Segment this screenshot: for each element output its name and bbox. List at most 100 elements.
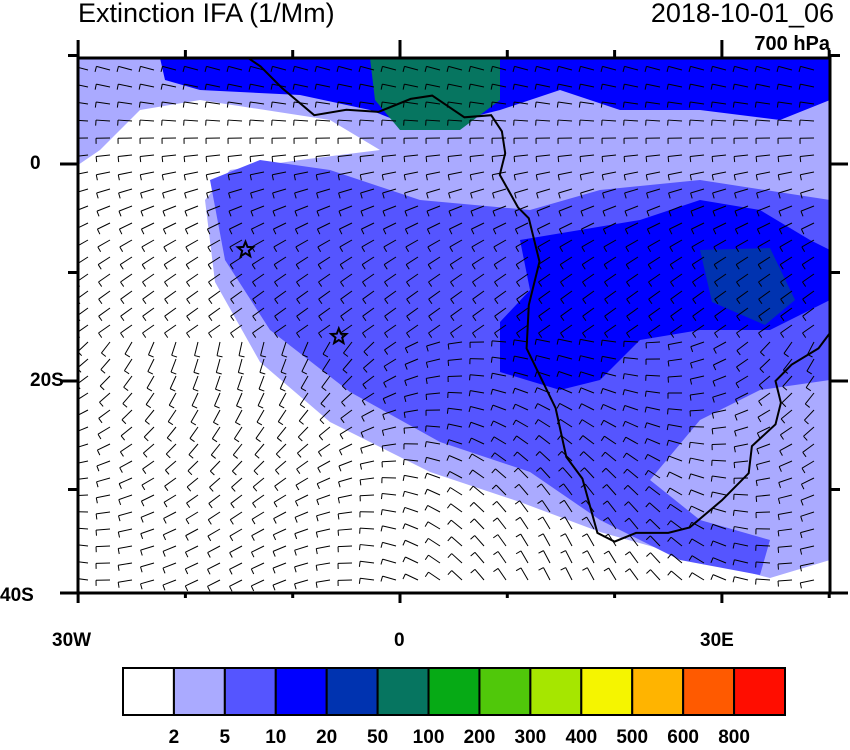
wind-barb bbox=[689, 119, 705, 126]
wind-barb bbox=[778, 205, 793, 217]
wind-barb bbox=[732, 576, 749, 583]
wind-barb bbox=[667, 520, 683, 530]
wind-barb bbox=[688, 555, 705, 564]
wind-barb bbox=[249, 154, 265, 163]
wind-barb bbox=[336, 83, 353, 90]
wind-barb bbox=[733, 137, 749, 144]
wind-barb bbox=[623, 468, 639, 479]
wind-barb bbox=[469, 119, 485, 126]
wind-barb bbox=[100, 358, 111, 374]
wind-barb bbox=[358, 577, 375, 584]
wind-barb bbox=[689, 375, 705, 385]
wind-barb bbox=[96, 222, 111, 235]
wind-barb bbox=[799, 528, 815, 539]
wind-barb bbox=[164, 273, 177, 287]
colorbar-label: 10 bbox=[265, 727, 287, 748]
wind-barb bbox=[735, 256, 749, 270]
wind-barb bbox=[98, 409, 111, 424]
wind-barb bbox=[472, 273, 485, 287]
wind-barb bbox=[124, 341, 133, 358]
wind-barb bbox=[604, 324, 617, 338]
wind-barb bbox=[294, 511, 309, 523]
colorbar-swatch bbox=[274, 667, 328, 716]
lat-label-0: 0 bbox=[30, 153, 41, 174]
wind-barb bbox=[582, 324, 595, 338]
wind-barb bbox=[186, 273, 199, 287]
wind-barb bbox=[469, 171, 485, 181]
wind-barb bbox=[493, 256, 507, 270]
wind-barb bbox=[514, 483, 529, 496]
wind-barb bbox=[623, 137, 639, 144]
wind-barb bbox=[216, 341, 223, 358]
plot-title: Extinction IFA (1/Mm) bbox=[78, 0, 335, 28]
wind-barb bbox=[296, 290, 309, 305]
wind-barb bbox=[515, 533, 529, 547]
colorbar-swatch bbox=[529, 667, 583, 716]
wind-barb bbox=[319, 409, 331, 425]
wind-barb bbox=[777, 154, 793, 163]
wind-barb bbox=[295, 239, 309, 253]
wind-barb bbox=[492, 205, 507, 217]
wind-barb bbox=[666, 471, 683, 479]
extinction-50-100 bbox=[370, 58, 500, 130]
wind-barb bbox=[515, 550, 529, 564]
wind-barb bbox=[802, 290, 815, 305]
wind-barb bbox=[557, 154, 573, 163]
wind-barb bbox=[667, 171, 683, 181]
wind-barb bbox=[644, 422, 661, 429]
wind-barb bbox=[212, 409, 221, 426]
wind-barb bbox=[515, 567, 529, 581]
wind-barb bbox=[559, 239, 573, 253]
wind-barb bbox=[428, 324, 441, 338]
wind-barb bbox=[165, 443, 177, 459]
wind-barb bbox=[670, 307, 683, 322]
wind-barb bbox=[318, 307, 331, 322]
wind-barb bbox=[403, 426, 419, 434]
wind-barb bbox=[667, 154, 683, 163]
wind-barb bbox=[560, 307, 573, 322]
wind-barb bbox=[358, 65, 375, 72]
wind-barb bbox=[471, 256, 485, 270]
wind-barb bbox=[78, 66, 89, 71]
wind-barb bbox=[710, 101, 727, 108]
wind-barb bbox=[470, 205, 485, 217]
wind-barb bbox=[383, 239, 397, 253]
wind-barb bbox=[667, 553, 683, 564]
wind-barb bbox=[95, 562, 111, 569]
wind-barb bbox=[626, 307, 639, 322]
wind-barb bbox=[229, 545, 243, 558]
wind-barb bbox=[513, 137, 529, 144]
wind-barb bbox=[512, 339, 529, 346]
wind-barb bbox=[446, 455, 463, 462]
wind-barb bbox=[578, 419, 595, 428]
wind-barb bbox=[402, 573, 419, 581]
wind-barb bbox=[191, 392, 199, 409]
wind-barb bbox=[170, 358, 177, 375]
wind-barb bbox=[296, 273, 309, 287]
wind-barb bbox=[301, 358, 309, 375]
wind-barb bbox=[801, 256, 815, 270]
wind-barb bbox=[579, 451, 595, 462]
wind-barb bbox=[338, 205, 353, 217]
wind-barb bbox=[535, 451, 551, 462]
wind-barb bbox=[492, 222, 507, 235]
wind-barb bbox=[360, 188, 375, 199]
wind-barb bbox=[193, 358, 200, 375]
wind-barb bbox=[230, 494, 243, 509]
wind-barb bbox=[645, 486, 661, 496]
wind-barb bbox=[404, 188, 419, 199]
wind-barb bbox=[272, 188, 287, 199]
wind-barb bbox=[644, 83, 661, 90]
wind-barb bbox=[711, 171, 727, 181]
wind-barb bbox=[139, 154, 155, 163]
pressure-level-label: 700 hPa bbox=[754, 33, 830, 55]
wind-barb bbox=[250, 222, 265, 235]
wind-barb bbox=[383, 375, 397, 388]
wind-barb bbox=[97, 426, 111, 440]
wind-barb bbox=[449, 256, 463, 270]
wind-barb bbox=[800, 477, 815, 490]
wind-barb bbox=[78, 578, 89, 581]
wind-barb bbox=[714, 307, 727, 322]
wind-barb bbox=[802, 324, 815, 338]
wind-barb bbox=[94, 65, 111, 72]
